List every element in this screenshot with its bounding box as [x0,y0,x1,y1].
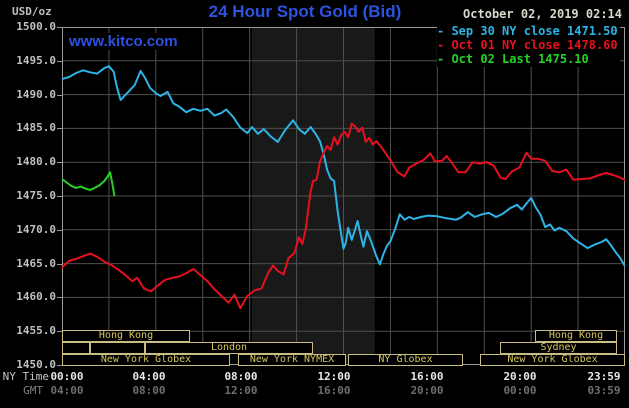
x-tick-label-gmt: 04:00 [50,384,84,397]
session-box-label: NY Globex [378,354,433,365]
session-box-new-york-globex: New York Globex [62,354,230,366]
legend-dash-marker: - [437,24,452,38]
x-tick-label-ny: 23:59 [587,370,621,383]
y-tick-mark [57,128,62,130]
y-tick-label: 1490.0 [16,87,56,101]
kitco-watermark-link[interactable]: www.kitco.com [66,33,181,50]
y-tick-label: 1470.0 [16,222,56,236]
series-line-oct-01 [62,122,625,310]
y-tick-mark [57,229,62,231]
legend-row: - Oct 01 NY close 1478.60 [437,38,618,52]
legend-dash-marker: - [437,38,452,52]
x-tick-label-ny: 04:00 [132,370,166,383]
legend-dash-marker: - [437,52,452,66]
session-box-sydney: Sydney [500,342,617,354]
chart-datetime: October 02, 2019 02:14 [463,7,622,21]
x-axis-caption-ny-time: NY Time [2,370,49,383]
legend-row: - Oct 02 Last 1475.10 [437,52,618,66]
session-box-new-york-globex: New York Globex [480,354,625,366]
session-box-label: Hong Kong [98,330,154,341]
legend-text: Sep 30 NY close 1471.50 [451,24,618,38]
x-axis-caption-gmt: GMT [23,384,43,397]
x-tick-label-gmt: 16:00 [317,384,351,397]
y-tick-mark [57,27,62,28]
session-box-label: Hong Kong [548,330,604,341]
price-chart [62,27,625,365]
x-tick-label-ny: 08:00 [224,370,258,383]
y-tick-label: 1475.0 [16,189,56,202]
y-tick-mark [57,331,62,333]
session-box-label: Sydney [540,342,577,353]
y-tick-mark [57,162,62,164]
series-line-sep-30 [62,65,625,268]
y-axis-units-label: USD/oz [12,5,52,18]
x-tick-label-gmt: 00:00 [503,384,537,397]
x-tick-label-ny: 00:00 [50,370,84,383]
y-tick-mark [57,94,62,96]
legend-row: - Sep 30 NY close 1471.50 [437,24,618,38]
session-box-label: New York Globex [100,354,192,365]
y-tick-label: 1450.0 [16,358,56,371]
y-tick-label: 1455.0 [16,324,56,338]
session-box-new-york-nymex: New York NYMEX [238,354,346,366]
legend: - Sep 30 NY close 1471.50- Oct 01 NY clo… [437,24,620,67]
x-tick-label-ny: 16:00 [410,370,444,383]
legend-text: Oct 02 Last 1475.10 [451,52,589,66]
x-tick-label-gmt: 12:00 [224,384,258,397]
y-tick-mark [57,263,62,265]
x-tick-label-gmt: 08:00 [132,384,166,397]
session-box-hong-kong: Hong Kong [62,330,190,342]
session-box-label: New York Globex [507,354,598,365]
x-tick-label-gmt: 03:59 [587,384,621,397]
x-tick-label-ny: 12:00 [317,370,351,383]
x-tick-label-ny: 20:00 [503,370,537,383]
x-tick-label-gmt: 20:00 [410,384,444,397]
y-tick-label: 1500.0 [16,20,56,33]
session-box-london: London [145,342,313,354]
session-box-label: New York NYMEX [249,354,335,365]
session-box-empty [90,342,145,354]
y-tick-label: 1480.0 [16,155,56,169]
y-tick-label: 1465.0 [16,256,56,270]
y-tick-label: 1495.0 [16,53,56,67]
y-tick-mark [57,196,62,197]
chart-title: 24 Hour Spot Gold (Bid) [208,2,402,21]
y-tick-mark [57,365,62,366]
session-box-ny-globex: NY Globex [348,354,463,366]
y-tick-mark [57,297,62,299]
session-box-empty [62,342,90,354]
legend-text: Oct 01 NY close 1478.60 [451,38,618,52]
session-box-label: London [210,342,248,353]
y-tick-mark [57,60,62,62]
series-line-oct-02 [62,171,116,197]
y-tick-label: 1460.0 [16,290,56,304]
session-box-hong-kong: Hong Kong [535,330,617,342]
y-tick-label: 1485.0 [16,121,56,135]
